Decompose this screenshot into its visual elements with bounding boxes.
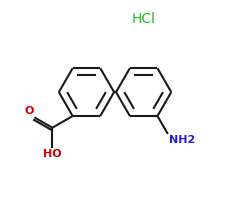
Text: O: O (24, 106, 33, 116)
Text: NH2: NH2 (169, 135, 195, 145)
Text: HO: HO (43, 149, 62, 159)
Text: HCl: HCl (132, 12, 156, 26)
